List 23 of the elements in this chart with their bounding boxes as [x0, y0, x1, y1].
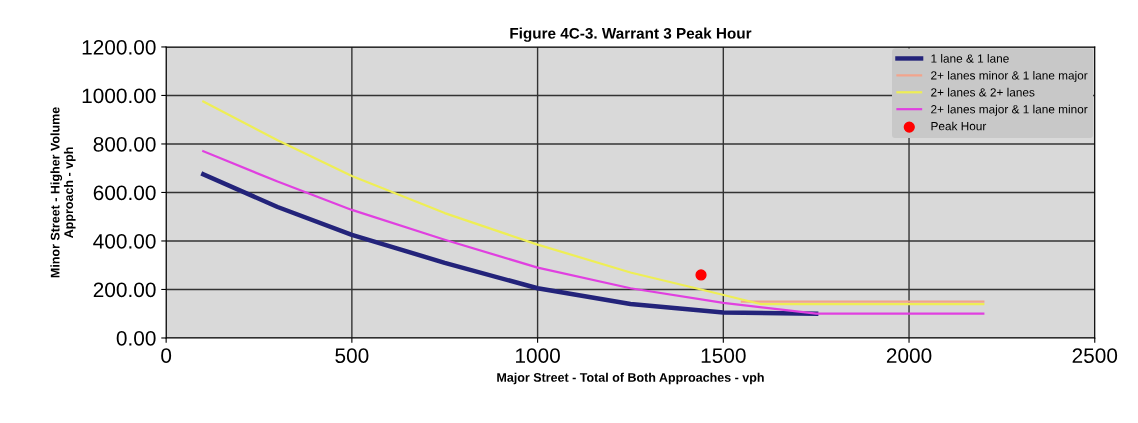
x-tick-label: 2500: [1072, 348, 1118, 363]
y-axis-title: Minor Street - Higher Volume Approach - vph: [50, 107, 76, 278]
x-tick-label: 500: [335, 348, 369, 363]
legend-label: 1 lane & 1 lane: [931, 54, 1009, 63]
legend-label: Peak Hour: [931, 121, 987, 131]
x-axis-title: Major Street - Total of Both Approaches - vph: [497, 372, 764, 385]
y-tick-label: 600.00: [93, 185, 156, 201]
chart-title: Figure 4C-3. Warrant 3 Peak Hour: [510, 27, 752, 42]
line-series: [202, 150, 985, 315]
legend-label: 2+ lanes major & 1 lane minor: [931, 104, 1088, 116]
y-tick-label: 400.00: [93, 233, 156, 249]
legend-label: 2+ lanes minor & 1 lane major: [931, 70, 1088, 82]
x-tick-label: 2000: [886, 348, 932, 363]
legend-label: 2+ lanes & 2+ lanes: [931, 87, 1035, 97]
y-tick-label: 200.00: [93, 282, 156, 298]
y-tick-label: 1200.00: [82, 39, 156, 55]
y-tick-label: 800.00: [93, 136, 156, 152]
line-series: [201, 172, 819, 316]
x-tick-label: 1500: [701, 348, 746, 363]
x-tick-label: 1000: [516, 348, 560, 363]
y-tick-label: 1000.00: [82, 88, 156, 104]
y-tick-label: 0.00: [116, 330, 156, 346]
x-tick-label: 0: [161, 348, 172, 363]
